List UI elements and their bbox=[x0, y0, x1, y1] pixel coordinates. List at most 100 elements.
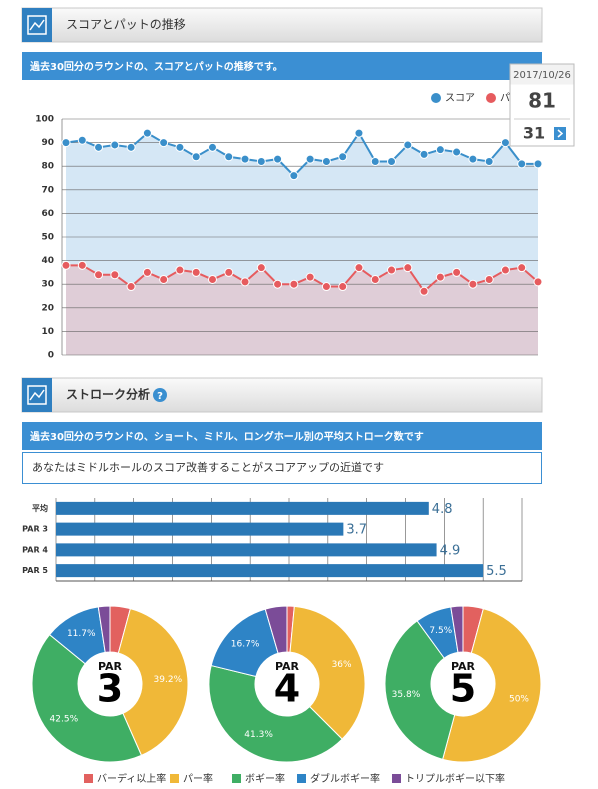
tooltip-next[interactable] bbox=[554, 127, 566, 140]
point[interactable] bbox=[110, 270, 120, 280]
point[interactable] bbox=[419, 286, 429, 296]
point[interactable] bbox=[321, 156, 331, 166]
point[interactable] bbox=[305, 272, 315, 282]
point[interactable] bbox=[94, 270, 104, 280]
point[interactable] bbox=[500, 265, 510, 275]
legend-marker bbox=[431, 93, 441, 103]
center-value: 4 bbox=[274, 667, 300, 711]
y-tick-label: PAR 3 bbox=[22, 525, 48, 534]
value-label: 41.3% bbox=[244, 730, 273, 740]
point[interactable] bbox=[387, 156, 397, 166]
point[interactable] bbox=[468, 279, 478, 289]
point[interactable] bbox=[256, 156, 266, 166]
point[interactable] bbox=[403, 140, 413, 150]
point[interactable] bbox=[77, 135, 87, 145]
y-tick-label: 90 bbox=[41, 138, 54, 148]
point[interactable] bbox=[517, 159, 527, 169]
value-label: 36% bbox=[332, 660, 352, 670]
legend-label: パー率 bbox=[183, 772, 213, 785]
point[interactable] bbox=[370, 156, 380, 166]
point[interactable] bbox=[533, 277, 543, 287]
help-button[interactable] bbox=[153, 388, 167, 402]
legend-label[interactable]: スコア bbox=[445, 93, 475, 104]
point[interactable] bbox=[354, 128, 364, 138]
point[interactable] bbox=[517, 263, 527, 273]
point[interactable] bbox=[468, 154, 478, 164]
point[interactable] bbox=[533, 159, 543, 169]
point[interactable] bbox=[500, 138, 510, 148]
point[interactable] bbox=[110, 140, 120, 150]
chevron[interactable] bbox=[557, 129, 564, 138]
bar bbox=[56, 543, 437, 557]
help-icon[interactable]: ? bbox=[157, 391, 163, 402]
point[interactable] bbox=[403, 263, 413, 273]
legend-label: ダブルボギー率 bbox=[310, 772, 380, 785]
point[interactable] bbox=[419, 149, 429, 159]
point[interactable] bbox=[435, 272, 445, 282]
point[interactable] bbox=[289, 279, 299, 289]
donut-center bbox=[78, 652, 142, 716]
point[interactable] bbox=[354, 263, 364, 273]
point[interactable] bbox=[273, 279, 283, 289]
point[interactable] bbox=[175, 142, 185, 152]
point[interactable] bbox=[142, 267, 152, 277]
donut-slice bbox=[31, 633, 143, 763]
value-label: 42.5% bbox=[50, 715, 79, 725]
point[interactable] bbox=[61, 138, 71, 148]
section-title: スコアとパットの推移 bbox=[66, 18, 186, 32]
point[interactable] bbox=[207, 142, 217, 152]
y-tick-label: 40 bbox=[41, 256, 54, 266]
donut-center bbox=[431, 652, 495, 716]
value-label: 50% bbox=[509, 695, 529, 705]
point[interactable] bbox=[142, 128, 152, 138]
icon-line bbox=[29, 389, 45, 401]
y-tick-label: 30 bbox=[41, 280, 54, 290]
point[interactable] bbox=[191, 267, 201, 277]
section-title: ストローク分析 bbox=[66, 387, 150, 402]
line-chart: 0102030405060708090100スコアパット2017/10/2681… bbox=[35, 63, 575, 361]
point[interactable] bbox=[126, 142, 136, 152]
point[interactable] bbox=[256, 263, 266, 273]
point[interactable] bbox=[435, 145, 445, 155]
point[interactable] bbox=[273, 154, 283, 164]
tooltip-header bbox=[510, 64, 574, 85]
message-box bbox=[22, 452, 542, 484]
y-tick-label: 100 bbox=[35, 115, 54, 125]
point[interactable] bbox=[94, 142, 104, 152]
tooltip-score: 81 bbox=[528, 89, 556, 113]
point[interactable] bbox=[61, 260, 71, 270]
point[interactable] bbox=[191, 152, 201, 162]
point[interactable] bbox=[77, 260, 87, 270]
point[interactable] bbox=[338, 152, 348, 162]
legend-swatch bbox=[170, 774, 179, 783]
value-label: 3.7 bbox=[346, 523, 367, 538]
point[interactable] bbox=[126, 282, 136, 292]
point[interactable] bbox=[321, 282, 331, 292]
point[interactable] bbox=[240, 277, 250, 287]
point[interactable] bbox=[207, 274, 217, 284]
point[interactable] bbox=[484, 274, 494, 284]
legend-label: バーディ以上率 bbox=[97, 772, 166, 785]
icon-line bbox=[29, 19, 45, 31]
point[interactable] bbox=[452, 267, 462, 277]
point[interactable] bbox=[484, 156, 494, 166]
point[interactable] bbox=[387, 265, 397, 275]
bar bbox=[56, 564, 484, 578]
point[interactable] bbox=[159, 138, 169, 148]
point[interactable] bbox=[224, 267, 234, 277]
point[interactable] bbox=[452, 147, 462, 157]
value-label: 16.7% bbox=[231, 639, 260, 649]
point[interactable] bbox=[175, 265, 185, 275]
point[interactable] bbox=[224, 152, 234, 162]
y-tick-label: 50 bbox=[41, 233, 54, 243]
point[interactable] bbox=[240, 154, 250, 164]
point[interactable] bbox=[370, 274, 380, 284]
point[interactable] bbox=[305, 154, 315, 164]
point[interactable] bbox=[159, 274, 169, 284]
point[interactable] bbox=[289, 171, 299, 181]
y-tick-label: PAR 4 bbox=[22, 545, 48, 554]
point[interactable] bbox=[338, 282, 348, 292]
